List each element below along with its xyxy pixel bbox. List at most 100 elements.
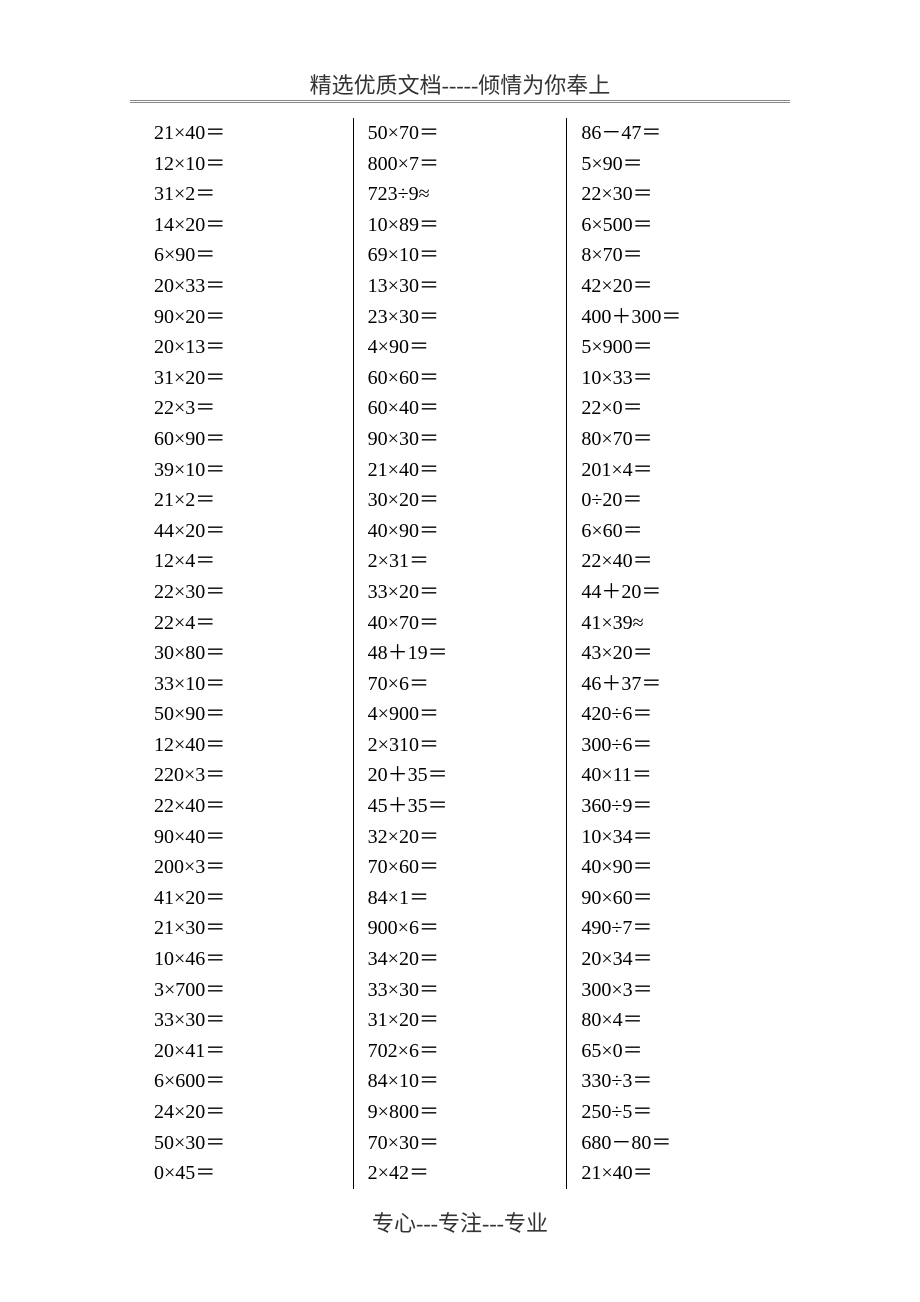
math-problem: 723÷9≈ <box>368 179 553 210</box>
math-problem: 4×900＝ <box>368 699 553 730</box>
math-problem: 70×6＝ <box>368 669 553 700</box>
math-problem: 20×34＝ <box>581 944 766 975</box>
math-problem: 10×89＝ <box>368 210 553 241</box>
math-problem: 21×2＝ <box>154 485 339 516</box>
math-problem: 70×60＝ <box>368 852 553 883</box>
math-problem: 12×10＝ <box>154 149 339 180</box>
math-problem: 22×30＝ <box>154 577 339 608</box>
math-problem: 45＋35＝ <box>368 791 553 822</box>
math-problem: 360÷9＝ <box>581 791 766 822</box>
math-problem: 13×30＝ <box>368 271 553 302</box>
math-problem: 12×40＝ <box>154 730 339 761</box>
math-problem: 24×20＝ <box>154 1097 339 1128</box>
math-problem: 300÷6＝ <box>581 730 766 761</box>
math-problem: 50×70＝ <box>368 118 553 149</box>
math-problem: 250÷5＝ <box>581 1097 766 1128</box>
math-problem: 2×310＝ <box>368 730 553 761</box>
math-problem: 21×30＝ <box>154 913 339 944</box>
math-problem: 702×6＝ <box>368 1036 553 1067</box>
math-problem: 300×3＝ <box>581 975 766 1006</box>
math-problem: 22×0＝ <box>581 393 766 424</box>
math-problem: 4×90＝ <box>368 332 553 363</box>
math-problem: 22×40＝ <box>581 546 766 577</box>
page-footer: 专心---专注---专业 <box>0 1206 920 1238</box>
math-problem: 0÷20＝ <box>581 485 766 516</box>
math-problem: 86－47＝ <box>581 118 766 149</box>
math-problem: 14×20＝ <box>154 210 339 241</box>
math-problem: 50×90＝ <box>154 699 339 730</box>
math-problem: 22×4＝ <box>154 608 339 639</box>
page-header: 精选优质文档-----倾情为你奉上 <box>0 68 920 100</box>
math-problem: 39×10＝ <box>154 455 339 486</box>
math-problem: 20×33＝ <box>154 271 339 302</box>
math-problem: 84×10＝ <box>368 1066 553 1097</box>
math-problem: 9×800＝ <box>368 1097 553 1128</box>
math-problem: 42×20＝ <box>581 271 766 302</box>
math-problem: 8×70＝ <box>581 240 766 271</box>
column-1: 21×40＝12×10＝31×2＝14×20＝6×90＝20×33＝90×20＝… <box>140 118 353 1189</box>
math-problem: 60×60＝ <box>368 363 553 394</box>
math-problem: 33×10＝ <box>154 669 339 700</box>
math-problem: 21×40＝ <box>581 1158 766 1189</box>
column-3: 86－47＝5×90＝22×30＝6×500＝8×70＝42×20＝400＋30… <box>566 118 780 1189</box>
math-problem: 5×90＝ <box>581 149 766 180</box>
math-problem: 6×60＝ <box>581 516 766 547</box>
math-problem: 6×600＝ <box>154 1066 339 1097</box>
header-text: 精选优质文档-----倾情为你奉上 <box>310 73 611 98</box>
math-problem: 6×500＝ <box>581 210 766 241</box>
math-problem: 40×70＝ <box>368 608 553 639</box>
math-problem: 80×70＝ <box>581 424 766 455</box>
math-problem: 12×4＝ <box>154 546 339 577</box>
math-problem: 800×7＝ <box>368 149 553 180</box>
math-problem: 60×90＝ <box>154 424 339 455</box>
math-problem: 5×900＝ <box>581 332 766 363</box>
math-problem: 34×20＝ <box>368 944 553 975</box>
math-problem: 23×30＝ <box>368 302 553 333</box>
math-problem: 43×20＝ <box>581 638 766 669</box>
math-problem: 90×30＝ <box>368 424 553 455</box>
math-problem: 21×40＝ <box>154 118 339 149</box>
math-problem: 33×30＝ <box>368 975 553 1006</box>
math-problem: 44＋20＝ <box>581 577 766 608</box>
math-problem: 32×20＝ <box>368 822 553 853</box>
math-problem: 2×31＝ <box>368 546 553 577</box>
math-problem: 3×700＝ <box>154 975 339 1006</box>
math-problem: 420÷6＝ <box>581 699 766 730</box>
math-problem: 90×40＝ <box>154 822 339 853</box>
math-problem: 40×90＝ <box>368 516 553 547</box>
math-problem: 20×13＝ <box>154 332 339 363</box>
math-problem: 22×30＝ <box>581 179 766 210</box>
math-problem: 2×42＝ <box>368 1158 553 1189</box>
math-problem: 31×2＝ <box>154 179 339 210</box>
footer-text: 专心---专注---专业 <box>372 1211 548 1236</box>
math-problem: 33×20＝ <box>368 577 553 608</box>
math-problem: 400＋300＝ <box>581 302 766 333</box>
math-problem: 46＋37＝ <box>581 669 766 700</box>
math-worksheet: 21×40＝12×10＝31×2＝14×20＝6×90＝20×33＝90×20＝… <box>140 118 780 1189</box>
math-problem: 30×20＝ <box>368 485 553 516</box>
math-problem: 22×40＝ <box>154 791 339 822</box>
math-problem: 201×4＝ <box>581 455 766 486</box>
math-problem: 40×11＝ <box>581 760 766 791</box>
column-2: 50×70＝800×7＝723÷9≈10×89＝69×10＝13×30＝23×3… <box>353 118 567 1189</box>
math-problem: 69×10＝ <box>368 240 553 271</box>
math-problem: 30×80＝ <box>154 638 339 669</box>
math-problem: 65×0＝ <box>581 1036 766 1067</box>
math-problem: 10×46＝ <box>154 944 339 975</box>
math-problem: 48＋19＝ <box>368 638 553 669</box>
math-problem: 330÷3＝ <box>581 1066 766 1097</box>
math-problem: 21×40＝ <box>368 455 553 486</box>
math-problem: 40×90＝ <box>581 852 766 883</box>
math-problem: 10×33＝ <box>581 363 766 394</box>
math-problem: 33×30＝ <box>154 1005 339 1036</box>
math-problem: 60×40＝ <box>368 393 553 424</box>
math-problem: 31×20＝ <box>154 363 339 394</box>
math-problem: 41×39≈ <box>581 608 766 639</box>
math-problem: 90×60＝ <box>581 883 766 914</box>
math-problem: 90×20＝ <box>154 302 339 333</box>
math-problem: 50×30＝ <box>154 1128 339 1159</box>
header-divider <box>130 100 790 103</box>
math-problem: 10×34＝ <box>581 822 766 853</box>
math-problem: 41×20＝ <box>154 883 339 914</box>
math-problem: 31×20＝ <box>368 1005 553 1036</box>
